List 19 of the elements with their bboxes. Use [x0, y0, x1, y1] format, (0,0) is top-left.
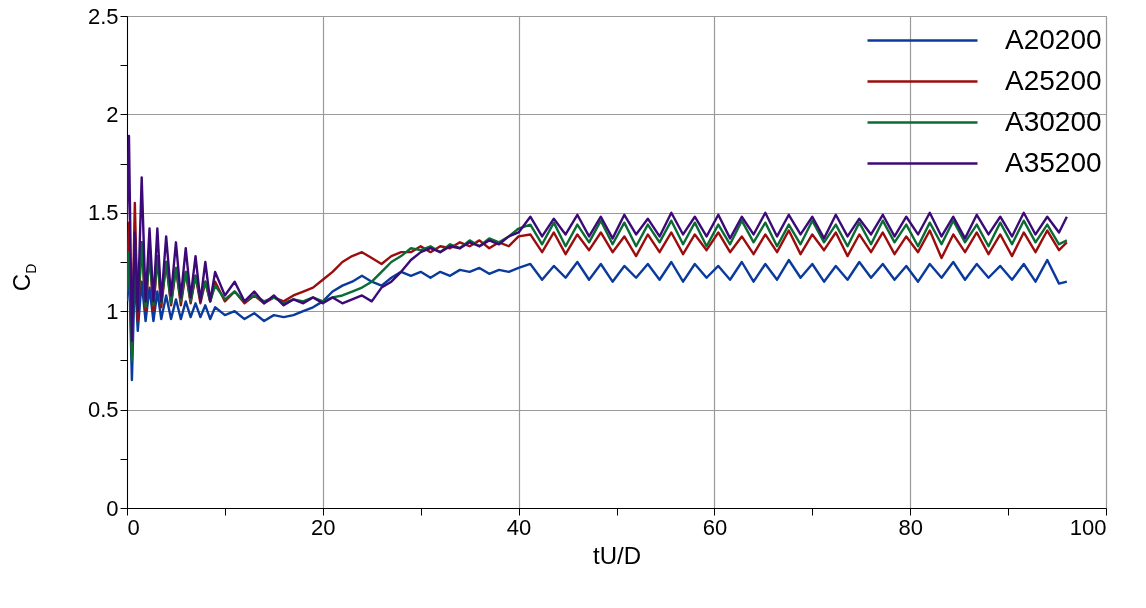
y-tick-label: 0.5 [87, 397, 119, 423]
legend-label: A30200 [1005, 105, 1102, 137]
y-tick-label: 2.5 [87, 3, 119, 29]
legend-label: A20200 [1005, 23, 1102, 55]
legend-label: A25200 [1005, 64, 1102, 96]
x-tick-label: 40 [506, 514, 532, 540]
y-tick-label: 1 [106, 298, 119, 324]
x-tick-label: 80 [898, 514, 923, 540]
line-series [127, 258, 1069, 382]
legend-label: A35200 [1005, 146, 1102, 178]
y-tick-label: 2 [106, 101, 119, 127]
y-tick-label: 0 [106, 495, 119, 521]
x-tick-label: 20 [311, 514, 336, 540]
x-axis-title: tU/D [593, 541, 641, 569]
x-tick-label: 0 [127, 514, 140, 540]
line-series [127, 219, 1069, 362]
x-tick-label: 60 [702, 514, 728, 540]
y-tick-label: 1.5 [87, 200, 119, 226]
x-tick-label: 100 [1069, 514, 1107, 540]
